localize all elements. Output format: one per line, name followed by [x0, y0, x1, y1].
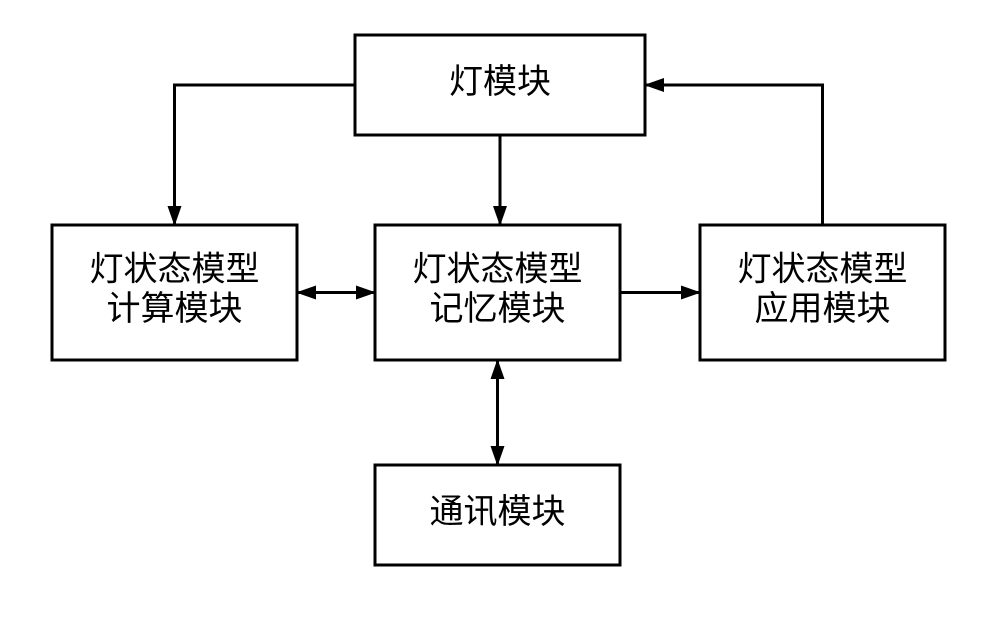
node-center-label-0: 灯状态模型 — [413, 251, 583, 289]
node-bottom-label-0: 通讯模块 — [430, 493, 566, 531]
node-left-label-1: 计算模块 — [107, 290, 243, 328]
node-left: 灯状态模型计算模块 — [52, 225, 297, 360]
flowchart-canvas: 灯模块灯状态模型计算模块灯状态模型记忆模块灯状态模型应用模块通讯模块 — [0, 0, 1000, 643]
node-right: 灯状态模型应用模块 — [700, 225, 945, 360]
edge — [175, 85, 356, 225]
node-bottom: 通讯模块 — [375, 465, 620, 565]
node-left-label-0: 灯状态模型 — [90, 251, 260, 289]
node-right-label-1: 应用模块 — [755, 290, 891, 328]
node-center-label-1: 记忆模块 — [430, 290, 566, 328]
node-center: 灯状态模型记忆模块 — [375, 225, 620, 360]
node-right-label-0: 灯状态模型 — [738, 251, 908, 289]
node-top-label-0: 灯模块 — [449, 63, 551, 101]
edge — [645, 85, 823, 225]
node-top: 灯模块 — [355, 35, 645, 135]
